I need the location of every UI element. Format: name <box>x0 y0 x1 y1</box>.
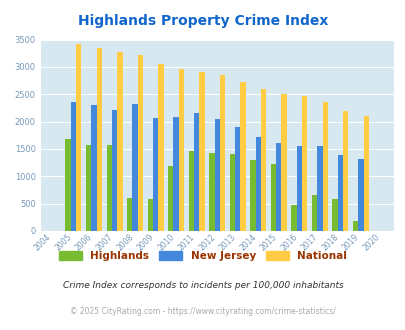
Bar <box>106 145 112 231</box>
Bar <box>296 146 301 231</box>
Bar <box>260 89 266 231</box>
Bar <box>127 198 132 231</box>
Bar <box>132 104 137 231</box>
Bar <box>199 72 204 231</box>
Bar <box>209 153 214 231</box>
Bar <box>352 221 357 231</box>
Bar <box>332 199 337 231</box>
Bar <box>311 195 316 231</box>
Text: Crime Index corresponds to incidents per 100,000 inhabitants: Crime Index corresponds to incidents per… <box>62 281 343 290</box>
Bar <box>281 94 286 231</box>
Bar <box>240 82 245 231</box>
Text: Highlands Property Crime Index: Highlands Property Crime Index <box>78 15 327 28</box>
Bar <box>86 145 91 231</box>
Text: © 2025 CityRating.com - https://www.cityrating.com/crime-statistics/: © 2025 CityRating.com - https://www.city… <box>70 307 335 316</box>
Bar <box>214 119 220 231</box>
Bar <box>76 44 81 231</box>
Bar <box>117 52 122 231</box>
Legend: Highlands, New Jersey, National: Highlands, New Jersey, National <box>55 248 350 264</box>
Bar <box>270 164 275 231</box>
Bar <box>147 199 153 231</box>
Bar <box>158 64 163 231</box>
Bar <box>363 115 368 231</box>
Bar <box>357 159 363 231</box>
Bar <box>153 118 158 231</box>
Bar <box>173 117 178 231</box>
Bar <box>137 55 143 231</box>
Bar <box>316 146 322 231</box>
Bar <box>168 166 173 231</box>
Bar <box>91 105 96 231</box>
Bar <box>112 110 117 231</box>
Bar <box>220 75 225 231</box>
Bar <box>70 102 76 231</box>
Bar <box>188 150 194 231</box>
Bar <box>301 96 307 231</box>
Bar <box>291 205 296 231</box>
Bar <box>255 137 260 231</box>
Bar <box>65 139 70 231</box>
Bar <box>342 111 347 231</box>
Bar <box>249 160 255 231</box>
Bar <box>194 113 199 231</box>
Bar <box>322 102 327 231</box>
Bar <box>178 69 184 231</box>
Bar <box>337 155 342 231</box>
Bar <box>275 143 281 231</box>
Bar <box>96 49 102 231</box>
Bar <box>234 126 240 231</box>
Bar <box>229 154 234 231</box>
